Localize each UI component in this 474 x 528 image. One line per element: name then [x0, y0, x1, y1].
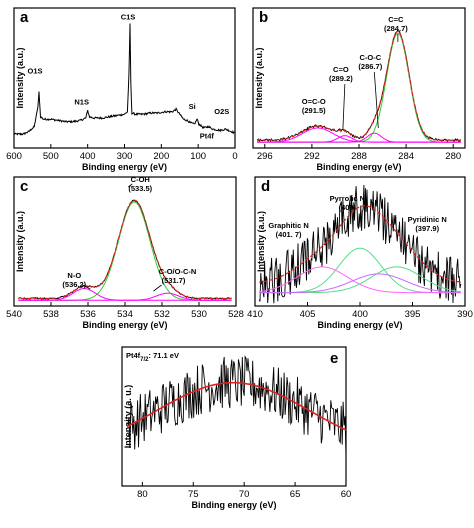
x-tick-label: 200	[153, 151, 169, 162]
fit-envelope-line	[18, 199, 232, 300]
panel-label: b	[259, 9, 268, 26]
annotation-arrow	[128, 183, 133, 188]
y-axis-label: Intensity (a.u.)	[15, 47, 25, 108]
panel-c: 540 538 536 534 532 530 528 Binding energy (eV)…	[6, 175, 244, 330]
x-tick-label: 284	[398, 151, 414, 162]
n1s-data-line	[258, 184, 462, 304]
x-tick-label: 280	[445, 151, 461, 162]
x-axis-label: Binding energy (eV)	[191, 500, 276, 510]
peak-annotation: C-O-C	[359, 53, 381, 62]
plot-frame	[252, 7, 466, 149]
pt4f-data-line	[126, 355, 347, 456]
y-axis-label: Intensity (a.u.)	[256, 211, 266, 272]
plot-frame	[121, 346, 347, 487]
peak-annotation: O2S	[214, 107, 229, 116]
annotation-arrow	[153, 284, 162, 292]
peak-annotation: O=C-O	[302, 97, 326, 106]
pt4f-fit-line	[126, 381, 347, 431]
panel-a: 600 500 400 300 200 100 0 Binding energy (eV) In…	[6, 7, 238, 172]
x-tick-label: 288	[351, 151, 367, 162]
x-axis-label: Binding energy (eV)	[316, 162, 401, 172]
x-tick-label: 405	[300, 309, 316, 320]
panel-label: e	[330, 350, 338, 367]
x-tick-label: 536	[80, 309, 96, 320]
pt4f-annotation: Pt4f7/2: 71.1 eV	[126, 351, 179, 363]
annotation-arrow	[82, 284, 91, 290]
x-tick-label: 296	[257, 151, 273, 162]
peak-annotation: C-O/O-C-N	[159, 267, 197, 276]
panel-d: 410 405 400 395 390 Binding energy (eV) Intens…	[247, 176, 473, 330]
peak-annotation: Si	[189, 102, 196, 111]
peak-annotation: (397.9)	[415, 224, 439, 233]
panel-label: d	[261, 178, 270, 195]
x-tick-label: 534	[117, 309, 133, 320]
x-tick-label: 75	[188, 489, 199, 500]
peak-annotation: Graphitic N	[268, 221, 308, 230]
peak-annotation: (533.5)	[128, 184, 152, 193]
fit-component-line	[18, 201, 232, 301]
peak-annotation: (401. 7)	[276, 230, 302, 239]
x-tick-label: 70	[239, 489, 250, 500]
x-tick-label: 0	[232, 151, 237, 162]
peak-annotation: (536.2)	[62, 280, 86, 289]
x-tick-label: 300	[117, 151, 133, 162]
panel-label: c	[20, 178, 28, 195]
peak-annotation: (286.7)	[358, 62, 382, 71]
peak-annotation: Pyrrolic N	[330, 194, 365, 203]
panel-e: 80 75 70 65 60 Binding energy (eV) Intensity (…	[121, 346, 352, 510]
peak-annotation: C=C	[388, 15, 404, 24]
fit-envelope-line	[259, 205, 461, 283]
fit-component-line	[18, 292, 232, 301]
panel-b: 296 292 288 284 280 Binding energy (eV) Intens…	[252, 7, 466, 172]
x-tick-label: 530	[191, 309, 207, 320]
peak-annotation: Pt4f	[200, 132, 215, 141]
x-tick-label: 540	[6, 309, 22, 320]
x-tick-label: 410	[247, 309, 263, 320]
peak-annotation: C-OH	[131, 175, 150, 184]
fit-component-line	[257, 32, 461, 143]
y-axis-label: Intensity (a. u.)	[123, 385, 133, 449]
plot-frame	[13, 176, 237, 307]
x-tick-label: 600	[6, 151, 22, 162]
annotation-arrow	[342, 83, 346, 131]
fit-component-line	[259, 273, 461, 294]
peak-annotation: C1S	[121, 13, 136, 22]
peak-annotation: O1S	[28, 67, 43, 76]
y-axis-label: Intensity (a.u.)	[15, 211, 25, 272]
x-tick-label: 292	[304, 151, 320, 162]
survey-spectrum-line	[13, 23, 235, 136]
x-tick-label: 532	[154, 309, 170, 320]
fit-component-line	[257, 127, 461, 143]
peak-annotation: Pyridinic N	[408, 215, 447, 224]
x-tick-label: 528	[228, 309, 244, 320]
x-tick-label: 65	[290, 489, 301, 500]
y-axis-label: Intensity (a.u.)	[254, 47, 264, 108]
x-tick-label: 60	[341, 489, 352, 500]
peak-annotation: (291.5)	[302, 106, 326, 115]
peak-annotation: (289.2)	[329, 74, 353, 83]
annotation-arrow	[373, 71, 379, 129]
x-tick-label: 100	[190, 151, 206, 162]
peak-annotation: N-O	[67, 271, 81, 280]
peak-annotation: (531.7)	[162, 276, 186, 285]
peak-annotation: (284.7)	[384, 24, 408, 33]
x-tick-label: 395	[405, 309, 421, 320]
x-tick-label: 538	[43, 309, 59, 320]
fit-envelope-line	[257, 30, 461, 141]
x-axis-label: Binding energy (eV)	[82, 320, 167, 330]
x-axis-label: Binding energy (eV)	[317, 320, 402, 330]
panel-label: a	[20, 9, 29, 26]
x-tick-label: 400	[352, 309, 368, 320]
peak-annotation: C=O	[333, 65, 349, 74]
peak-annotation: N1S	[74, 98, 89, 107]
c1s-data-line	[256, 30, 462, 143]
x-axis-label: Binding energy (eV)	[82, 162, 167, 172]
peak-annotation: (400)	[339, 203, 357, 212]
x-tick-label: 400	[80, 151, 96, 162]
x-tick-label: 500	[43, 151, 59, 162]
x-tick-label: 390	[457, 309, 473, 320]
x-tick-label: 80	[137, 489, 148, 500]
